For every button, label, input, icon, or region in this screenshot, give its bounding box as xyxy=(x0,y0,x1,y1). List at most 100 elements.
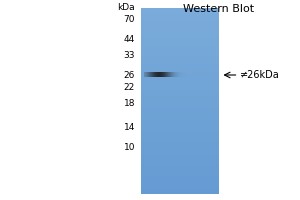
Bar xyxy=(141,149,219,151)
Bar xyxy=(141,129,219,131)
Bar xyxy=(141,62,219,64)
Bar xyxy=(141,177,219,179)
Bar xyxy=(141,51,219,53)
Bar xyxy=(141,75,219,77)
Bar xyxy=(141,134,219,136)
Bar xyxy=(141,15,219,17)
Bar xyxy=(141,138,219,140)
Bar xyxy=(141,161,219,162)
Bar xyxy=(141,82,219,84)
Bar xyxy=(141,142,219,144)
Bar xyxy=(141,151,219,153)
Bar xyxy=(141,58,219,60)
Bar xyxy=(141,34,219,36)
Bar xyxy=(141,168,219,170)
Bar xyxy=(141,54,219,56)
Bar xyxy=(141,101,219,103)
Bar xyxy=(141,38,219,40)
Text: Western Blot: Western Blot xyxy=(183,4,255,14)
Bar xyxy=(141,157,219,159)
Bar xyxy=(141,114,219,116)
Bar xyxy=(141,146,219,147)
Bar xyxy=(141,30,219,32)
Bar xyxy=(141,41,219,43)
Bar xyxy=(141,95,219,97)
Text: 18: 18 xyxy=(124,99,135,108)
Bar xyxy=(141,69,219,71)
Bar xyxy=(141,56,219,58)
Bar xyxy=(141,188,219,190)
Bar xyxy=(141,12,219,14)
Bar xyxy=(141,192,219,194)
Bar xyxy=(141,162,219,164)
Bar xyxy=(141,40,219,41)
Bar xyxy=(141,28,219,30)
Bar xyxy=(141,121,219,123)
Bar xyxy=(141,66,219,68)
Bar xyxy=(141,187,219,188)
Bar xyxy=(141,172,219,174)
Bar xyxy=(141,175,219,177)
Bar xyxy=(141,183,219,185)
Bar xyxy=(141,164,219,166)
Bar xyxy=(141,118,219,120)
Text: 70: 70 xyxy=(124,16,135,24)
Bar xyxy=(141,112,219,114)
Bar xyxy=(141,155,219,157)
Text: 22: 22 xyxy=(124,83,135,92)
Bar xyxy=(141,174,219,175)
Bar xyxy=(141,190,219,192)
Bar xyxy=(141,131,219,133)
Bar xyxy=(141,23,219,25)
Bar xyxy=(141,60,219,62)
Bar xyxy=(141,17,219,19)
Bar xyxy=(141,36,219,38)
Bar xyxy=(141,136,219,138)
Bar xyxy=(141,19,219,21)
Bar xyxy=(141,166,219,168)
Bar xyxy=(141,73,219,75)
Text: ≠26kDa: ≠26kDa xyxy=(240,70,280,80)
Bar xyxy=(141,45,219,47)
Bar xyxy=(141,170,219,172)
Bar xyxy=(141,84,219,86)
Bar xyxy=(141,32,219,34)
Bar xyxy=(141,43,219,45)
Bar xyxy=(141,14,219,15)
Bar xyxy=(141,8,219,10)
Text: 10: 10 xyxy=(124,144,135,152)
Text: kDa: kDa xyxy=(117,3,135,12)
Bar xyxy=(141,147,219,149)
Bar xyxy=(141,125,219,127)
Bar xyxy=(141,144,219,146)
Bar xyxy=(141,107,219,108)
Text: 26: 26 xyxy=(124,71,135,79)
Bar xyxy=(141,116,219,118)
Bar xyxy=(141,21,219,23)
Bar xyxy=(141,49,219,51)
Bar xyxy=(141,153,219,155)
Bar xyxy=(141,27,219,28)
Text: 44: 44 xyxy=(124,36,135,45)
Bar xyxy=(141,79,219,81)
Bar xyxy=(141,120,219,121)
Bar xyxy=(141,123,219,125)
Bar xyxy=(141,71,219,73)
Bar xyxy=(141,77,219,79)
Bar xyxy=(141,68,219,69)
Bar xyxy=(141,110,219,112)
Bar xyxy=(141,81,219,82)
Bar xyxy=(141,25,219,27)
Bar xyxy=(141,181,219,183)
Bar xyxy=(141,108,219,110)
Text: 33: 33 xyxy=(124,51,135,60)
Bar xyxy=(141,159,219,161)
Text: 14: 14 xyxy=(124,122,135,132)
Bar xyxy=(141,185,219,187)
Bar xyxy=(141,10,219,12)
Bar xyxy=(141,53,219,54)
Bar xyxy=(141,86,219,88)
Bar xyxy=(141,133,219,134)
Bar xyxy=(141,99,219,101)
Bar xyxy=(141,140,219,142)
